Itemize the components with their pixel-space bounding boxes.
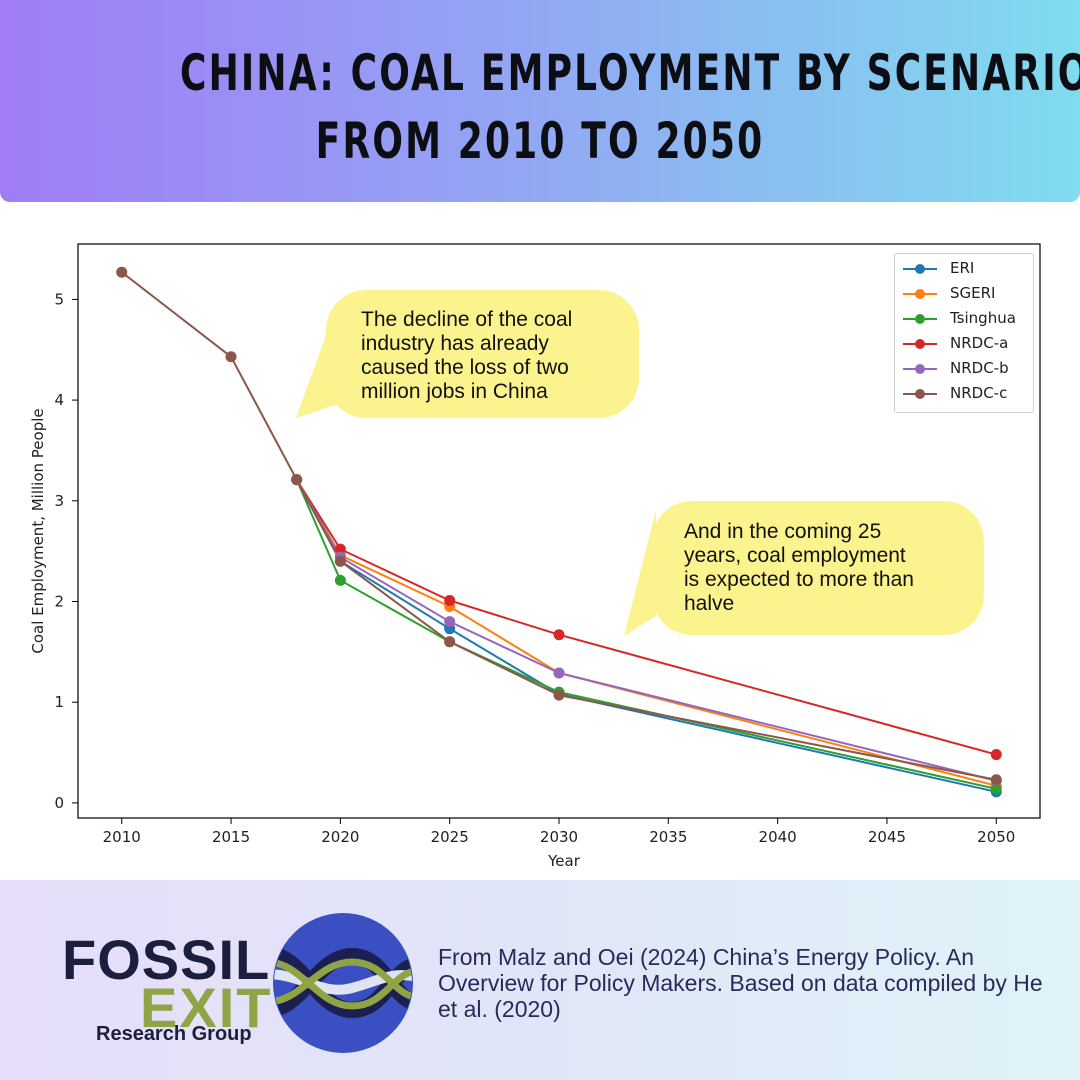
data-point-nrdc-c [553,689,565,701]
legend-item-nrdc-c: NRDC-c [903,384,1033,404]
callout-decline-text: The decline of the coal industry has alr… [361,308,631,404]
y-tick-label: 2 [54,592,64,610]
x-tick-label: 2025 [431,828,469,846]
callout-halve-line: years, coal employment [684,544,906,567]
data-point-nrdc-a [334,543,346,555]
x-axis-label: Year [547,852,581,870]
logo-subtitle: Research Group [96,1023,252,1045]
legend-item-nrdc-b: NRDC-b [903,359,1033,379]
x-tick-label: 2030 [540,828,578,846]
coal-employment-chart: 2010 2015 2020 2025 2030 2035 2040 2045 2050 0 1 2 3… [29,243,1041,870]
y-axis-label: Coal Employment, Million People [29,408,47,653]
footer [0,880,1080,1080]
callout-2-tail [624,510,656,636]
legend-item-eri: ERI [903,259,1033,279]
globe-logo-icon [273,913,413,1053]
series-layer [116,266,1002,798]
legend-item-sgeri: SGERI [903,284,1033,304]
callout-halve [652,501,984,635]
data-point-nrdc-c [225,351,237,363]
x-tick-label: 2050 [977,828,1015,846]
legend-marker-icon [915,314,925,324]
callout-decline-line: caused the loss of two [361,356,569,379]
legend-item-tsinghua: Tsinghua [903,309,1033,329]
y-tick-label: 0 [54,794,64,812]
legend-marker-icon [915,364,925,374]
legend-marker-icon [915,289,925,299]
x-tick-label: 2010 [103,828,141,846]
x-tick-label: 2045 [868,828,906,846]
data-point-nrdc-a [990,749,1002,761]
x-tick-label: 2020 [321,828,359,846]
x-tick-label: 2015 [212,828,250,846]
legend-label: NRDC-c [950,384,1008,402]
title-banner: CHINA: COAL EMPLOYMENT BY SCENARIO FROM … [0,0,1080,202]
legend-marker-icon [915,389,925,399]
data-point-nrdc-c [444,636,456,648]
chart-legend: ERI SGERI Tsinghua NRDC-a NRDC-b NRDC-c [894,253,1034,413]
y-tick-label: 5 [54,290,64,308]
logo-word-fossil: FOSSIL [62,928,271,991]
callout-halve-line: halve [684,592,735,615]
title-line-2: FROM 2010 TO 2050 [315,112,765,170]
legend-label: NRDC-a [950,334,1009,352]
callout-halve-line: is expected to more than [684,568,914,591]
data-point-nrdc-a [444,594,456,606]
legend-label: NRDC-b [950,359,1009,377]
legend-marker-icon [915,264,925,274]
callout-halve-text: And in the coming 25 years, coal employm… [684,520,974,616]
title-line-1: CHINA: COAL EMPLOYMENT BY SCENARIO [180,44,1080,102]
callout-decline-line: million jobs in China [361,380,548,403]
y-tick-label: 4 [54,391,64,409]
legend-item-nrdc-a: NRDC-a [903,334,1033,354]
x-tick-label: 2035 [649,828,687,846]
data-point-nrdc-c [291,474,303,486]
data-point-nrdc-c [334,555,346,567]
legend-label: SGERI [950,284,996,302]
legend-marker-icon [915,339,925,349]
data-point-tsinghua [990,783,1002,795]
data-point-nrdc-c [990,774,1002,786]
logo-word-exit: EXIT [140,976,273,1039]
callout-decline-line: The decline of the coal [361,308,573,331]
legend-label: Tsinghua [950,309,1016,327]
source-citation: From Malz and Oei (2024) China’s Energy … [438,944,1043,1022]
axes: 2010 2015 2020 2025 2030 2035 2040 2045 2050 0 1 2 3… [54,290,1015,846]
y-tick-label: 3 [54,492,64,510]
legend-label: ERI [950,259,975,277]
data-point-nrdc-b [444,616,456,628]
data-point-tsinghua [334,574,346,586]
data-point-nrdc-a [553,629,565,641]
data-point-nrdc-b [553,667,565,679]
callout-decline-line: industry has already [361,332,549,355]
data-point-nrdc-c [116,266,128,278]
x-tick-label: 2040 [759,828,797,846]
callout-decline [326,290,639,418]
callout-halve-line: And in the coming 25 [684,520,882,543]
y-tick-label: 1 [54,693,64,711]
